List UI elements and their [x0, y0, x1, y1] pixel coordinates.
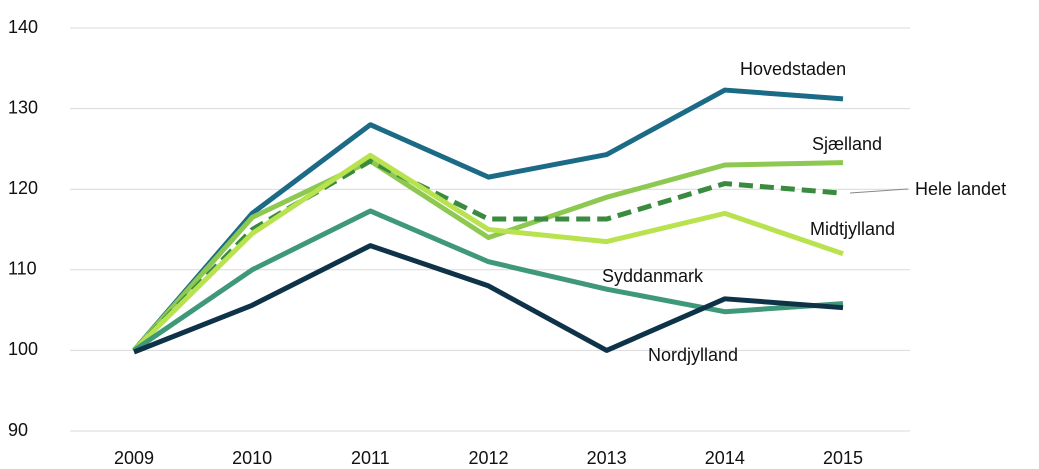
series-label: Midtjylland — [810, 219, 895, 239]
x-tick-label: 2009 — [114, 448, 154, 468]
series-line — [132, 158, 844, 353]
series-label: Hele landet — [915, 179, 1006, 199]
y-tick-label: 100 — [8, 339, 38, 359]
x-tick-label: 2013 — [587, 448, 627, 468]
x-tick-label: 2010 — [232, 448, 272, 468]
series-line — [132, 208, 844, 353]
series-line — [132, 158, 844, 353]
y-tick-label: 90 — [8, 420, 28, 440]
series-label: Sjælland — [812, 134, 882, 154]
x-tick-label: 2011 — [351, 448, 390, 468]
series-label: Hovedstaden — [740, 59, 846, 79]
series-label: Nordjylland — [648, 345, 738, 365]
y-tick-label: 110 — [8, 259, 37, 279]
series-line — [133, 243, 844, 355]
y-tick-label: 140 — [8, 17, 38, 37]
x-tick-label: 2014 — [705, 448, 745, 468]
x-tick-label: 2012 — [468, 448, 508, 468]
series-line — [132, 152, 844, 353]
leader-line — [849, 188, 909, 194]
series-label: Syddanmark — [602, 266, 704, 286]
x-tick-label: 2015 — [823, 448, 863, 468]
y-tick-label: 120 — [8, 178, 38, 198]
series-line — [132, 87, 844, 353]
y-tick-label: 130 — [8, 97, 38, 117]
